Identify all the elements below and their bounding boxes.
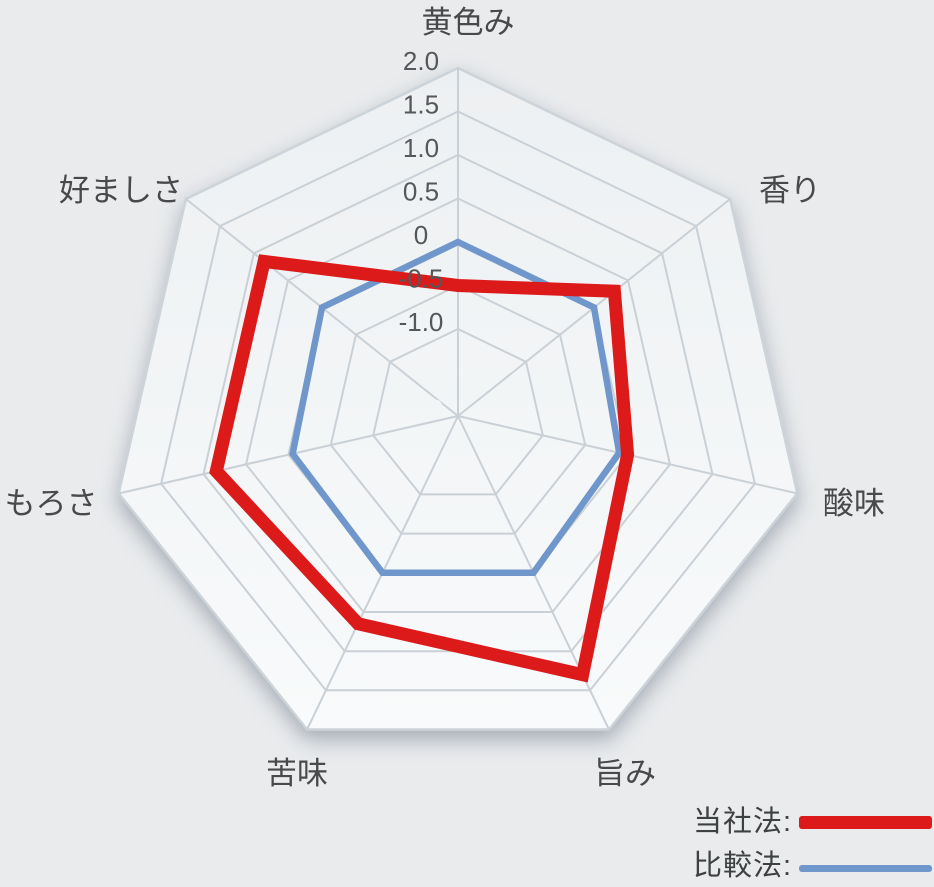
radial-tick-label: 2.0	[403, 46, 439, 76]
legend: 当社法: 比較法:	[693, 808, 932, 881]
legend-swatch-series-2	[799, 865, 932, 872]
radial-tick-label: -1.0	[399, 307, 444, 337]
legend-label-series-1: 当社法:	[692, 806, 792, 838]
legend-label-series-2: 比較法:	[692, 850, 792, 882]
radial-tick-label: 0	[414, 220, 428, 250]
radial-tick-labels: 2.0 1.5 1.0 0.5 0 -0.5 -1.0 -1.5 -2.0	[399, 46, 444, 424]
legend-item-series-2: 比較法:	[693, 852, 932, 881]
axis-label-3: 酸味	[823, 486, 885, 521]
series-polygon-1	[209, 254, 635, 683]
axis-label-2: 香り	[759, 173, 821, 208]
grid-ring	[372, 327, 544, 496]
grid-ring	[160, 110, 756, 692]
radial-tick-label: 0.5	[403, 177, 439, 207]
axis-label-6: もろさ	[5, 486, 98, 521]
legend-item-series-1: 当社法:	[693, 808, 932, 837]
radial-tick-label: 1.0	[403, 133, 439, 163]
grid-ring	[414, 371, 502, 457]
axis-label-7: 好ましさ	[59, 173, 183, 208]
radial-tick-label: -0.5	[399, 264, 444, 294]
series-polygon-2	[289, 238, 623, 577]
radial-tick-label: 1.5	[403, 90, 439, 120]
grid-ring	[244, 197, 672, 613]
radial-tick-label: -1.5	[399, 351, 444, 381]
grid-spoke	[118, 415, 459, 495]
grid-ring	[329, 284, 587, 535]
legend-swatch-series-1	[799, 816, 932, 829]
axis-label-4: 旨み	[594, 756, 656, 791]
axis-label-1: 黄色み	[422, 5, 515, 40]
axis-label-5: 苦味	[266, 756, 328, 791]
radial-tick-label: -2.0	[399, 394, 444, 424]
